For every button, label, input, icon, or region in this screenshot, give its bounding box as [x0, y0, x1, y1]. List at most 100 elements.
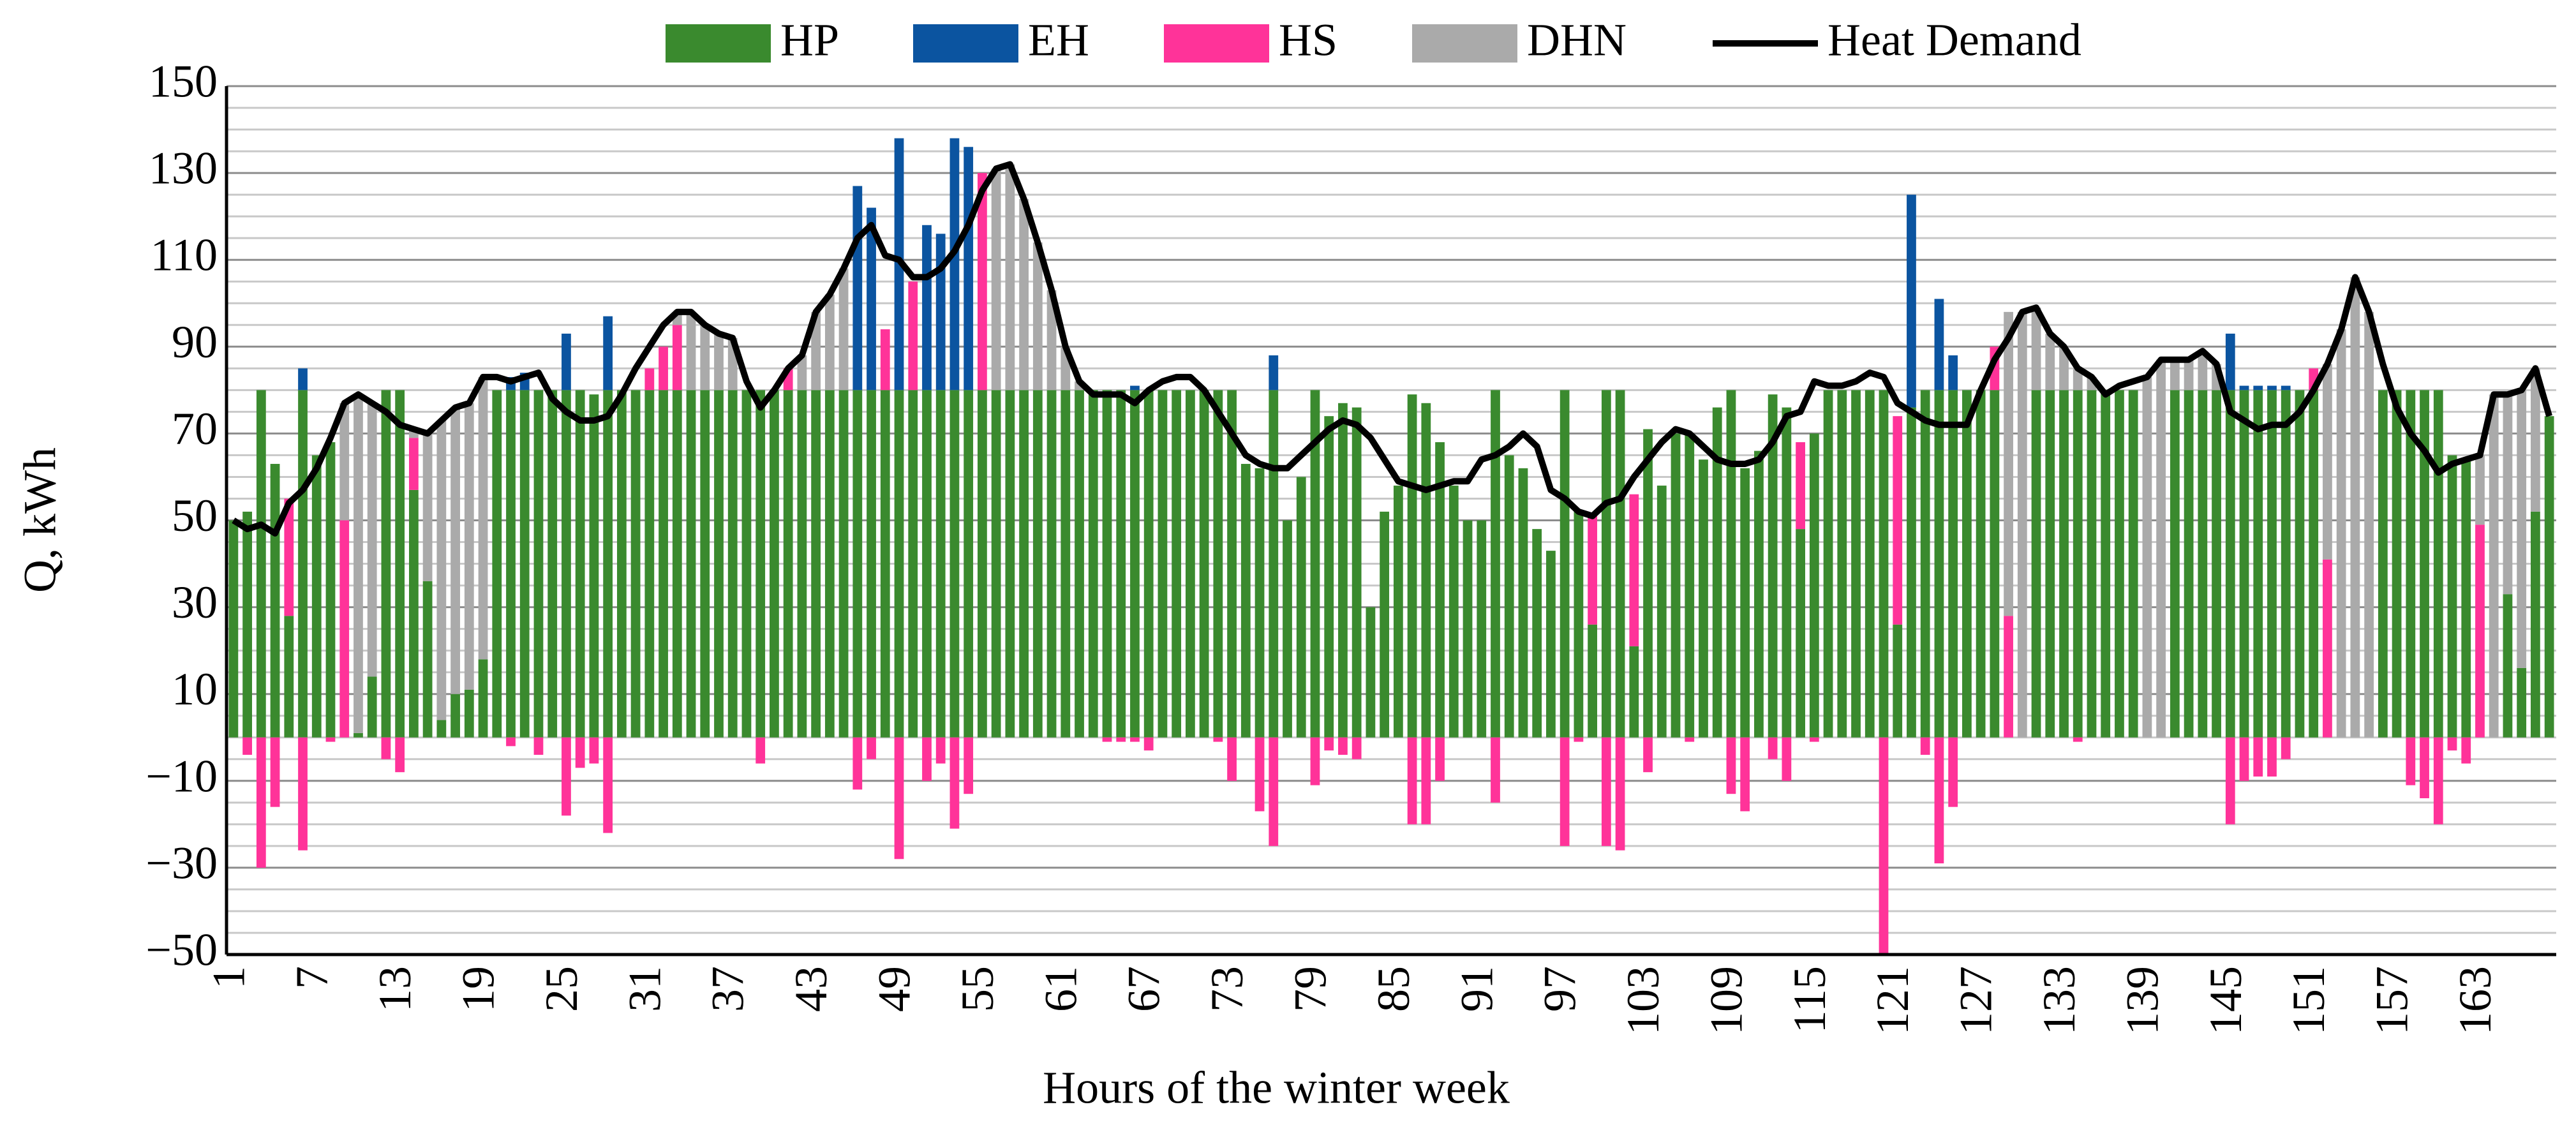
bar-segment — [603, 316, 613, 390]
bar-segment — [1796, 442, 1805, 530]
bar-segment — [2517, 667, 2527, 738]
bar-segment — [1130, 390, 1140, 738]
bar-segment — [2336, 329, 2346, 738]
bar-segment — [935, 234, 946, 390]
bar-segment — [422, 581, 433, 738]
bar-segment — [2059, 346, 2069, 390]
legend-label: HS — [1279, 15, 1337, 66]
bar-segment — [935, 737, 946, 764]
bars — [228, 138, 2554, 955]
x-tick-label: 25 — [536, 966, 587, 1012]
bar-segment — [242, 737, 252, 755]
bar-segment — [603, 390, 613, 738]
bar-segment — [1005, 164, 1015, 390]
bar-segment — [492, 390, 502, 738]
x-tick-label: 163 — [2450, 966, 2501, 1035]
x-tick-label: 79 — [1284, 966, 1336, 1012]
bar-segment — [991, 168, 1001, 390]
bar-segment — [1102, 390, 1112, 738]
bar-segment — [1032, 242, 1043, 390]
x-tick-label: 1 — [203, 966, 254, 989]
bar-segment — [700, 390, 710, 738]
bar-segment — [1948, 355, 1958, 390]
bar-segment — [838, 268, 849, 390]
bar-segment — [1227, 390, 1237, 738]
bar-segment — [2323, 559, 2332, 738]
bar-segment — [381, 737, 391, 759]
x-tick-label: 31 — [619, 966, 670, 1012]
bar-segment — [2420, 390, 2429, 738]
bar-segment — [949, 390, 960, 738]
bar-segment — [506, 390, 516, 738]
bar-segment — [1740, 468, 1750, 738]
bar-segment — [1782, 737, 1792, 781]
legend-swatch — [1164, 24, 1269, 63]
bar-segment — [2073, 390, 2083, 738]
bar-segment — [2364, 311, 2374, 738]
bar-segment — [756, 737, 766, 764]
bar-segment — [630, 390, 641, 738]
bar-segment — [1865, 390, 1875, 738]
bar-segment — [2489, 394, 2499, 738]
bar-segment — [1879, 390, 1889, 738]
x-tick-label: 103 — [1618, 966, 1669, 1035]
bar-segment — [1962, 390, 1972, 738]
bar-segment — [2281, 385, 2291, 390]
bar-segment — [1851, 390, 1861, 738]
bar-segment — [2253, 390, 2263, 738]
bar-segment — [894, 737, 904, 859]
legend-swatch — [1412, 24, 1517, 63]
bar-segment — [1130, 385, 1140, 390]
bar-segment — [1934, 390, 1944, 738]
bar-segment — [2198, 351, 2208, 390]
bar-segment — [1213, 737, 1223, 742]
bar-segment — [1463, 520, 1473, 738]
bar-segment — [686, 390, 696, 738]
x-tick-label: 43 — [785, 966, 837, 1012]
bar-segment — [1338, 737, 1348, 755]
bar-segment — [1491, 390, 1500, 738]
bar-segment — [616, 390, 627, 738]
bar-segment — [2281, 390, 2291, 738]
x-tick-label: 97 — [1535, 966, 1586, 1012]
bar-segment — [2475, 455, 2485, 525]
bar-segment — [2406, 390, 2416, 738]
bar-segment — [1740, 737, 1750, 812]
bar-segment — [2225, 390, 2235, 738]
bar-segment — [256, 737, 266, 868]
bar-segment — [1310, 390, 1320, 738]
bar-segment — [589, 737, 599, 764]
x-tick-label: 151 — [2283, 966, 2334, 1035]
bar-segment — [867, 390, 876, 738]
bar-segment — [367, 676, 377, 738]
bar-segment — [533, 390, 544, 738]
bar-segment — [1283, 520, 1292, 738]
bar-segment — [1629, 494, 1639, 646]
y-tick-label: 110 — [151, 230, 218, 281]
bar-segment — [672, 325, 682, 390]
bar-segment — [714, 333, 724, 390]
bar-segment — [1601, 390, 1611, 738]
bar-segment — [894, 390, 904, 738]
bar-segment — [659, 390, 668, 738]
bar-segment — [1907, 407, 1916, 738]
bar-segment — [770, 390, 779, 738]
bar-segment — [908, 281, 918, 390]
y-tick-label: −10 — [145, 750, 218, 801]
bar-segment — [1351, 737, 1362, 759]
bar-segment — [2433, 390, 2443, 738]
bar-segment — [1393, 486, 1403, 738]
bar-segment — [2073, 737, 2083, 742]
x-tick-label: 109 — [1701, 966, 1752, 1035]
x-tick-label: 121 — [1867, 966, 1918, 1035]
y-tick-label: 150 — [149, 56, 218, 107]
bar-segment — [1338, 403, 1348, 738]
bar-segment — [478, 659, 488, 738]
bar-segment — [311, 455, 322, 738]
bar-segment — [1477, 520, 1487, 738]
bar-segment — [1019, 198, 1029, 390]
line — [232, 161, 2552, 537]
bar-segment — [1143, 737, 1154, 751]
bar-segment — [2461, 459, 2471, 738]
bar-segment — [2031, 308, 2041, 390]
